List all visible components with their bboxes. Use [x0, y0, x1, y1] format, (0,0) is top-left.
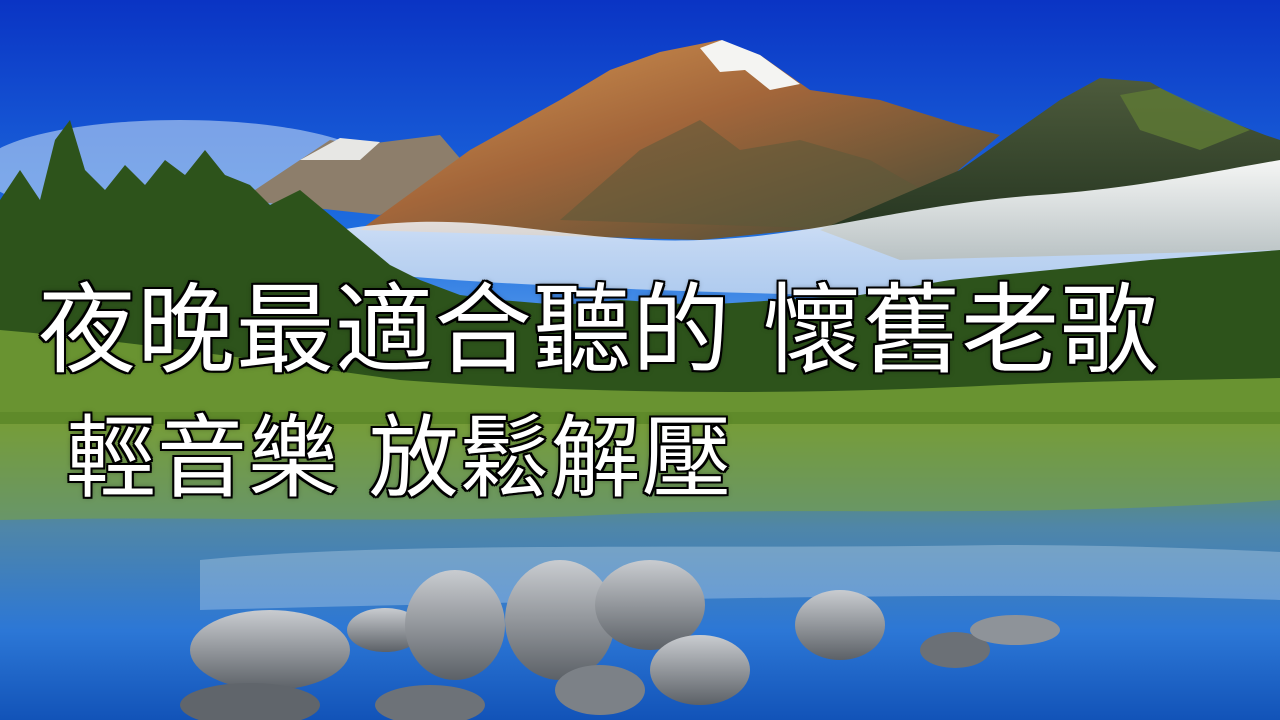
- forest-highlight: [0, 330, 1280, 430]
- main-mountain-shadow: [560, 120, 940, 230]
- rock: [650, 635, 750, 705]
- foreground-rocks: [180, 560, 1060, 720]
- rock: [795, 590, 885, 660]
- rock: [190, 610, 350, 690]
- rock: [555, 665, 645, 715]
- rock: [347, 608, 423, 652]
- water-reflection: [0, 424, 1280, 520]
- shoreline: [0, 412, 1280, 426]
- title-line-2: 輕音樂 放鬆解壓: [65, 406, 734, 511]
- rock: [180, 683, 320, 720]
- forest-left: [0, 120, 1280, 430]
- rock: [920, 632, 990, 668]
- rock: [505, 560, 615, 680]
- rock: [595, 560, 705, 650]
- main-mountain-snow: [700, 40, 800, 90]
- right-mountain-moss: [1120, 88, 1250, 150]
- title-line-1: 夜晚最適合聽的 懷舊老歌: [36, 274, 1160, 388]
- left-mountain-snow: [300, 138, 380, 160]
- rock: [405, 570, 505, 680]
- mist-band: [340, 160, 1280, 296]
- rock: [970, 615, 1060, 645]
- rock: [375, 685, 485, 720]
